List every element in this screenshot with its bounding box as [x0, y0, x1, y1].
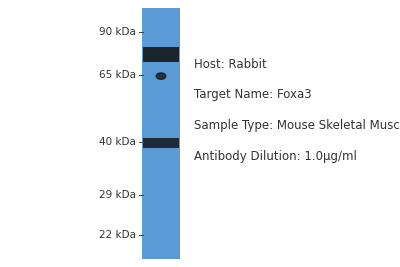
Text: 65 kDa: 65 kDa — [99, 70, 136, 80]
Text: Antibody Dilution: 1.0μg/ml: Antibody Dilution: 1.0μg/ml — [194, 150, 357, 163]
Text: 29 kDa: 29 kDa — [99, 190, 136, 200]
Text: 40 kDa: 40 kDa — [99, 136, 136, 147]
Text: 90 kDa: 90 kDa — [99, 27, 136, 37]
Text: Host: Rabbit: Host: Rabbit — [194, 58, 267, 70]
Text: Sample Type: Mouse Skeletal Muscle Lysate: Sample Type: Mouse Skeletal Muscle Lysat… — [194, 119, 400, 132]
Bar — [143, 138, 179, 148]
Bar — [143, 47, 179, 62]
Text: Target Name: Foxa3: Target Name: Foxa3 — [194, 88, 312, 101]
Circle shape — [156, 73, 166, 79]
Text: 22 kDa: 22 kDa — [99, 230, 136, 240]
Bar — [142, 8, 180, 259]
